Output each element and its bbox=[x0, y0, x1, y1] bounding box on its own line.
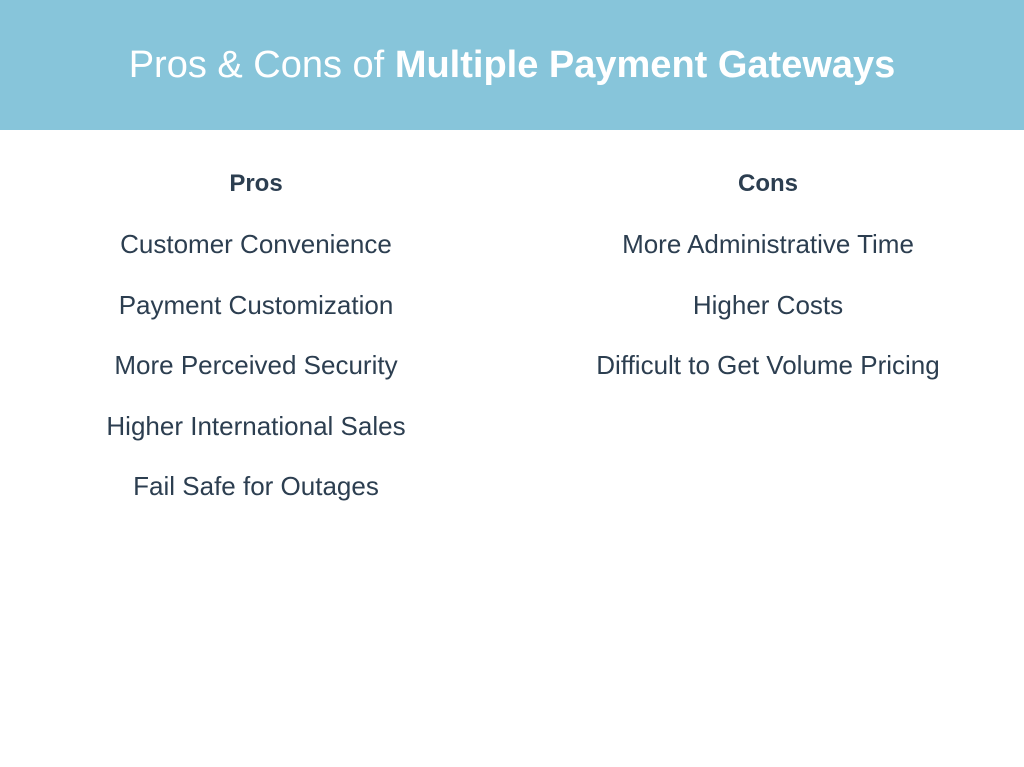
content-area: Pros Customer Convenience Payment Custom… bbox=[0, 130, 1024, 531]
list-item: Fail Safe for Outages bbox=[133, 470, 379, 503]
list-item: More Administrative Time bbox=[622, 228, 914, 261]
header-banner: Pros & Cons of Multiple Payment Gateways bbox=[0, 0, 1024, 130]
page-title: Pros & Cons of Multiple Payment Gateways bbox=[129, 44, 896, 87]
list-item: Higher International Sales bbox=[106, 410, 405, 443]
cons-heading: Cons bbox=[738, 170, 798, 198]
list-item: Difficult to Get Volume Pricing bbox=[596, 349, 939, 382]
title-prefix: Pros & Cons of bbox=[129, 44, 395, 86]
title-bold: Multiple Payment Gateways bbox=[395, 44, 896, 86]
list-item: Higher Costs bbox=[693, 289, 843, 322]
pros-column: Pros Customer Convenience Payment Custom… bbox=[0, 170, 512, 531]
list-item: Customer Convenience bbox=[120, 228, 392, 261]
list-item: More Perceived Security bbox=[114, 349, 397, 382]
pros-heading: Pros bbox=[229, 170, 282, 198]
cons-column: Cons More Administrative Time Higher Cos… bbox=[512, 170, 1024, 531]
list-item: Payment Customization bbox=[119, 289, 394, 322]
